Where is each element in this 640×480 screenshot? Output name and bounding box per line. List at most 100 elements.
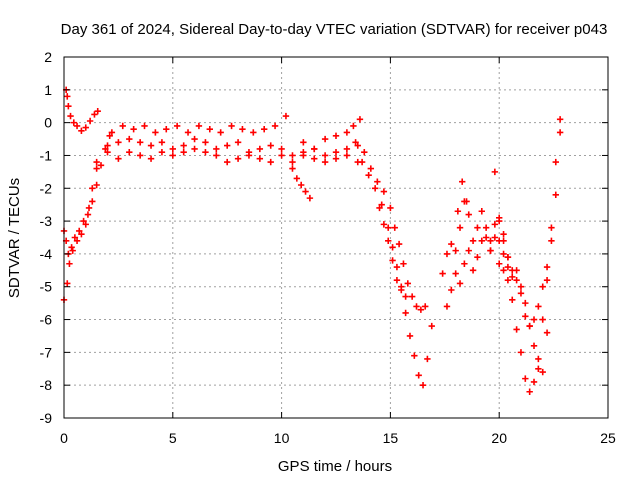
data-point: [469, 237, 477, 244]
data-point: [452, 270, 459, 277]
data-point: [448, 286, 455, 294]
data-point: [321, 152, 329, 159]
data-point: [365, 171, 372, 179]
data-point: [393, 263, 401, 271]
data-point: [250, 129, 257, 136]
data-point: [66, 260, 73, 267]
data-point: [202, 139, 209, 146]
data-point: [465, 211, 472, 218]
data-point: [463, 198, 470, 205]
data-point: [539, 316, 546, 323]
data-point: [456, 280, 464, 287]
y-tick-label: -2: [40, 180, 53, 196]
data-point: [500, 237, 507, 244]
data-point: [289, 158, 296, 166]
data-point: [332, 155, 340, 162]
y-tick-label: -6: [40, 312, 53, 328]
data-point: [548, 237, 555, 244]
data-point: [535, 303, 542, 310]
data-point: [65, 103, 72, 110]
data-point: [448, 240, 455, 248]
data-point: [487, 247, 494, 254]
data-point: [158, 139, 166, 146]
data-point: [454, 208, 462, 215]
y-tick-label: -1: [40, 147, 53, 163]
data-point: [267, 158, 274, 166]
data-point: [556, 129, 564, 136]
data-point: [402, 309, 409, 317]
data-point: [293, 175, 301, 182]
data-point: [93, 165, 100, 172]
data-point: [509, 296, 516, 304]
plot-frame: [63, 56, 609, 419]
data-point: [393, 276, 401, 284]
data-point: [517, 349, 525, 356]
data-point: [548, 224, 555, 231]
data-point: [385, 224, 392, 231]
data-point: [352, 139, 359, 146]
data-point: [482, 224, 490, 231]
data-point: [70, 119, 77, 126]
data-point: [106, 132, 113, 139]
data-point: [80, 217, 87, 225]
data-point: [500, 267, 507, 274]
data-point: [256, 145, 264, 153]
data-point: [180, 148, 187, 156]
y-tick-label: 2: [44, 49, 52, 65]
data-point: [543, 276, 551, 284]
data-point: [289, 152, 296, 159]
data-point: [552, 158, 559, 166]
data-point: [93, 181, 100, 189]
data-point: [102, 145, 109, 153]
data-point: [539, 368, 546, 376]
data-point: [158, 148, 166, 156]
data-point: [522, 299, 529, 307]
data-point: [496, 260, 503, 267]
data-point: [86, 117, 94, 125]
data-point: [443, 250, 451, 258]
data-point: [378, 201, 385, 208]
data-point: [267, 142, 274, 149]
data-point: [343, 145, 351, 153]
data-point: [332, 132, 340, 139]
data-point: [228, 122, 235, 130]
data-point: [169, 152, 176, 159]
data-point: [389, 257, 396, 264]
data-point: [141, 122, 148, 130]
data-point: [474, 224, 481, 231]
data-point: [343, 152, 351, 159]
data-point: [78, 231, 85, 238]
data-point: [115, 155, 122, 162]
data-point: [224, 142, 231, 149]
data-point: [419, 381, 427, 389]
data-point: [85, 204, 93, 212]
data-point: [311, 155, 318, 162]
data-point: [289, 165, 296, 172]
data-point: [278, 145, 285, 153]
data-point: [517, 283, 525, 290]
data-point: [91, 111, 98, 118]
data-point: [350, 122, 357, 130]
data-point: [459, 178, 466, 185]
data-point: [69, 247, 76, 254]
data-point: [321, 135, 329, 143]
data-point: [443, 303, 451, 310]
data-point: [374, 178, 381, 185]
data-point: [406, 332, 414, 340]
data-point: [224, 158, 231, 166]
data-point: [206, 126, 213, 133]
data-point: [482, 234, 490, 241]
data-point: [552, 191, 559, 199]
data-point: [217, 129, 224, 136]
data-point: [367, 165, 375, 172]
data-point: [415, 372, 422, 379]
data-point: [202, 148, 209, 156]
data-point: [234, 155, 242, 162]
data-point: [469, 267, 477, 274]
data-point: [496, 214, 503, 222]
data-point: [491, 221, 499, 228]
data-point: [513, 326, 520, 333]
data-point: [487, 237, 494, 244]
y-axis-label: SDTVAR / TECUs: [6, 178, 23, 298]
y-tick-labels: -9 -8 -7 -6 -5 -4 -3 -2 -1 0 1 2: [40, 49, 53, 426]
